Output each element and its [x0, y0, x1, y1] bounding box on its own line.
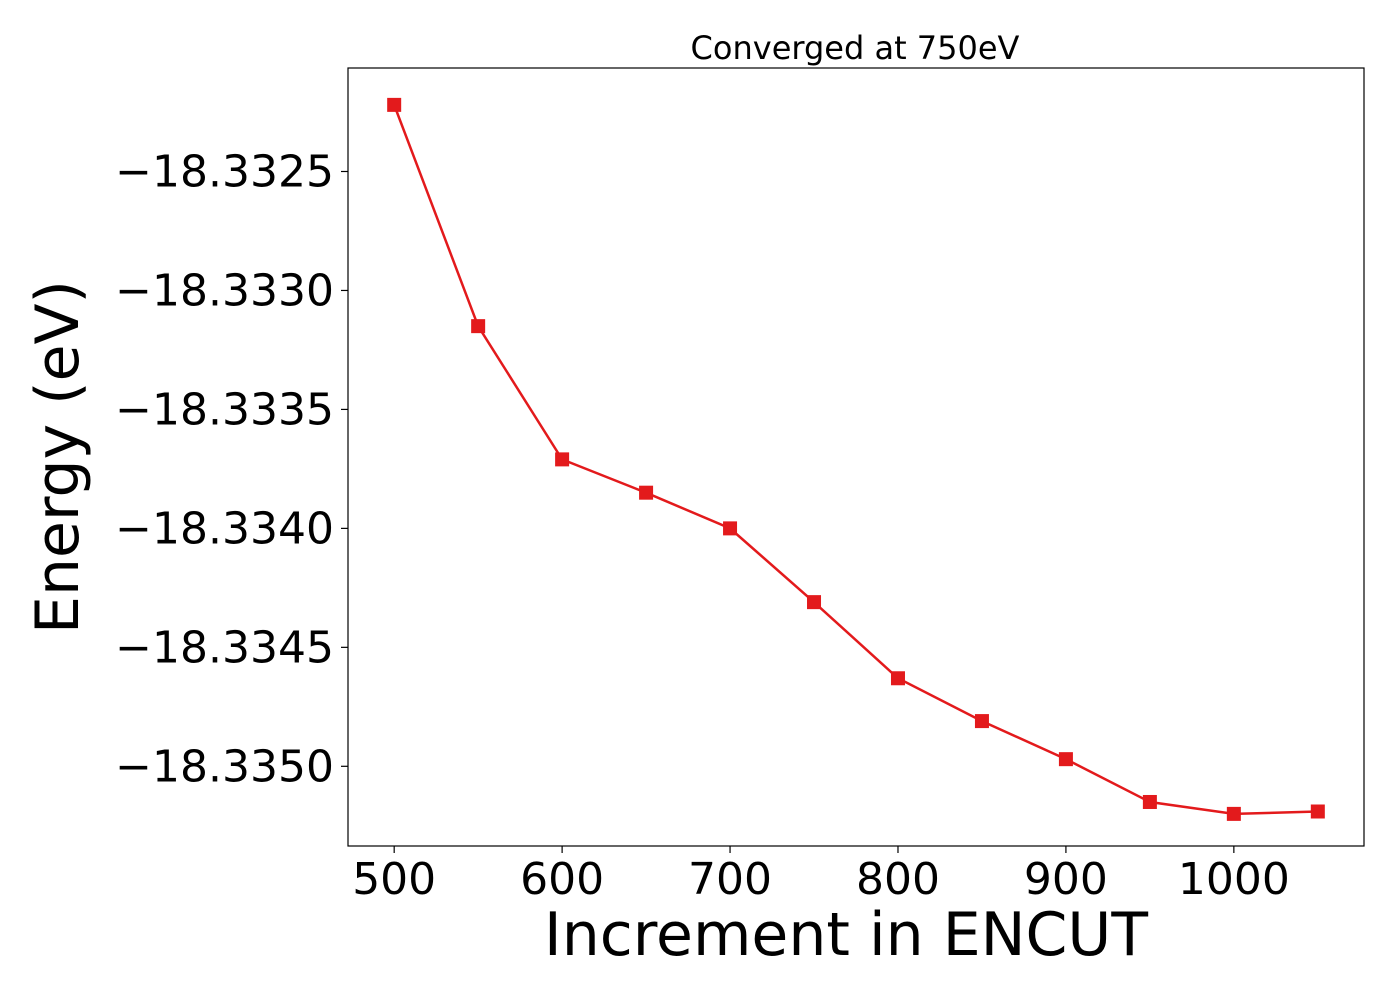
y-tick-label: −18.3330 — [115, 265, 334, 316]
data-point — [974, 714, 989, 729]
series-markers — [387, 97, 1325, 821]
x-axis-label: Increment in ENCUT — [544, 900, 1148, 970]
chart-title: Converged at 750eV — [691, 29, 1020, 67]
y-tick-label: −18.3325 — [115, 146, 334, 197]
y-tick-label: −18.3350 — [115, 741, 334, 792]
data-point — [555, 452, 570, 467]
data-point — [890, 671, 905, 686]
x-tick-label: 500 — [352, 854, 436, 905]
data-point — [387, 97, 402, 112]
data-point — [1310, 804, 1325, 819]
x-tick-label: 1000 — [1178, 854, 1290, 905]
x-tick-label: 600 — [520, 854, 604, 905]
plot-frame — [347, 67, 1365, 847]
y-tick-label: −18.3340 — [115, 503, 334, 554]
x-tick-label: 800 — [856, 854, 940, 905]
data-point — [723, 521, 738, 536]
data-point — [471, 319, 486, 334]
x-axis-ticks: 500 600 700 800 900 1000 — [352, 846, 1290, 905]
x-tick-label: 700 — [688, 854, 772, 905]
x-tick-label: 900 — [1024, 854, 1108, 905]
series-line — [393, 104, 1318, 816]
y-axis-label: Energy (eV) — [23, 280, 93, 634]
data-point — [1226, 806, 1241, 821]
data-point — [807, 595, 822, 610]
data-point — [639, 485, 654, 500]
data-point — [1142, 794, 1157, 809]
y-tick-label: −18.3345 — [115, 622, 334, 673]
data-point — [1058, 752, 1073, 767]
y-axis-ticks: −18.3325 −18.3330 −18.3335 −18.3340 −18.3345… — [115, 146, 348, 792]
y-tick-label: −18.3335 — [115, 384, 334, 435]
